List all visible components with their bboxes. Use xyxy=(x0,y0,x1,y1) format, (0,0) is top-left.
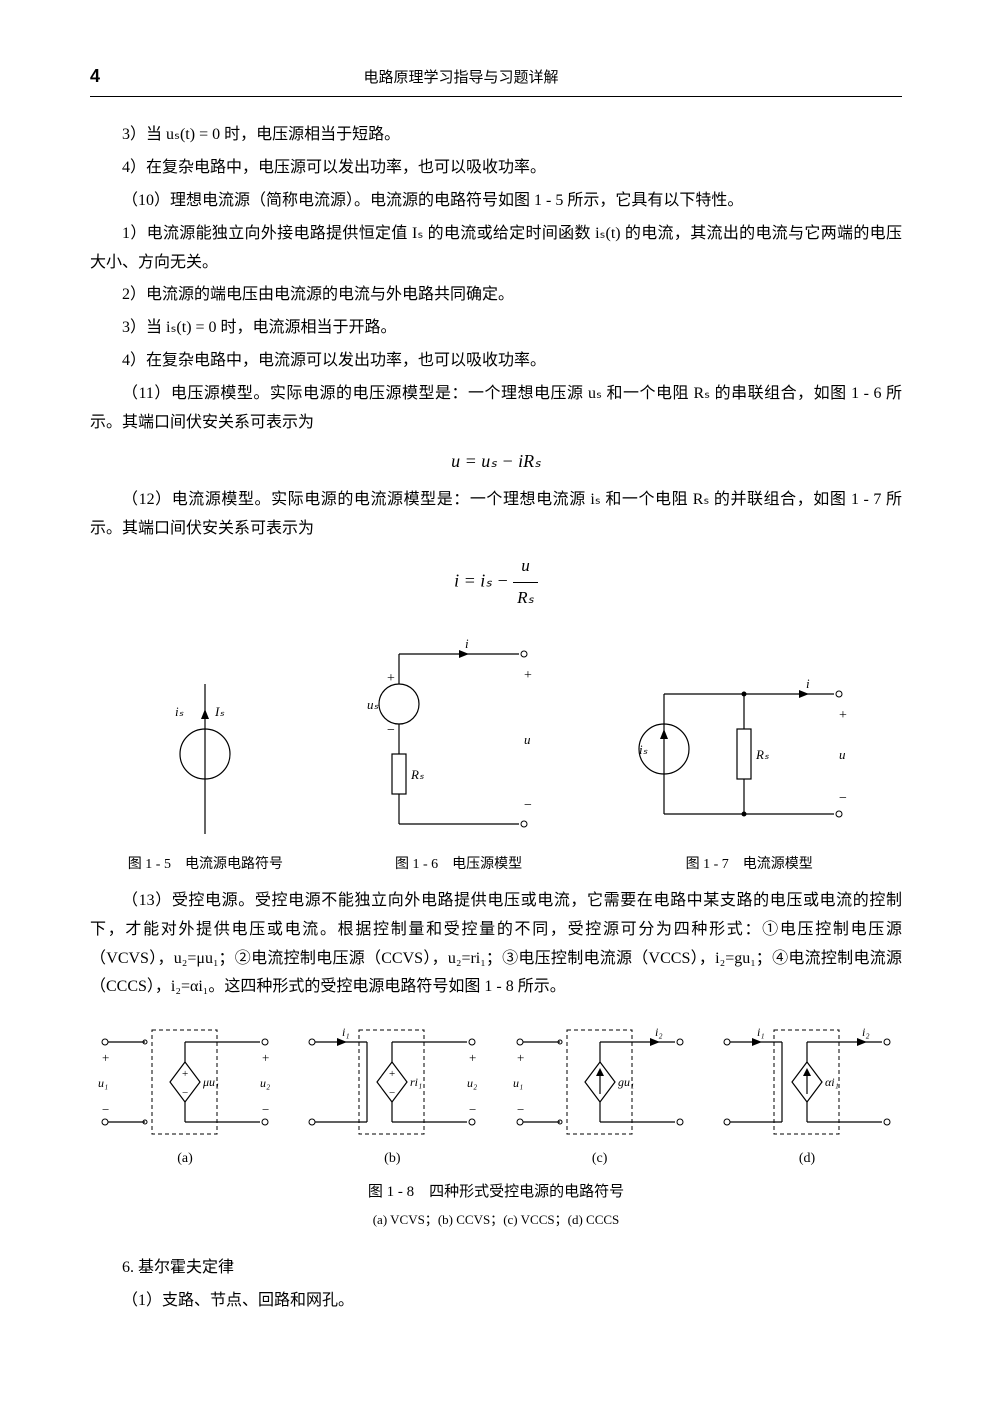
page-header: 4 电路原理学习指导与习题详解 xyxy=(90,60,902,97)
figure-1-8-c: + u₁ − gu₁ i₂ (c) xyxy=(505,1022,695,1171)
numerator: u xyxy=(513,551,538,583)
figure-1-8-a: + u₁ − + − μu₁ + u₂ − xyxy=(90,1022,280,1171)
cccs-icon: i₁ αi₁ i₂ xyxy=(712,1022,902,1142)
plus-sign: + xyxy=(524,668,532,683)
current-source-symbol-icon: iₛ Iₛ xyxy=(145,674,265,844)
vccs-icon: + u₁ − gu₁ i₂ xyxy=(505,1022,695,1142)
label-us: uₛ xyxy=(367,697,379,712)
figure-caption-sub: (a) VCVS；(b) CCVS；(c) VCCS；(d) CCCS xyxy=(90,1208,902,1231)
figure-caption: 图 1 - 7 电流源模型 xyxy=(634,852,864,877)
label-i: i xyxy=(465,636,469,651)
label-Is-cap: Iₛ xyxy=(214,704,224,719)
subfigure-label: (c) xyxy=(505,1146,695,1171)
label-Rs: Rₛ xyxy=(410,767,424,782)
figure-caption: 图 1 - 8 四种形式受控电源的电路符号 xyxy=(90,1179,902,1206)
eq2-lhs: i = iₛ − xyxy=(454,571,513,591)
label-i1: i₁ xyxy=(342,1025,350,1039)
paragraph: 2）电流源的端电压由电流源的电流与外电路共同确定。 xyxy=(90,281,902,310)
label-u2: u₂ xyxy=(260,1076,270,1090)
label-i2: i₂ xyxy=(655,1025,663,1039)
figure-1-6: i + − uₛ Rₛ + u − 图 1 - xyxy=(359,634,559,877)
paragraph: （1）支路、节点、回路和网孔。 xyxy=(90,1287,902,1316)
svg-text:+: + xyxy=(469,1050,476,1065)
subfigure-label: (b) xyxy=(297,1146,487,1171)
subfigure-label: (a) xyxy=(90,1146,280,1171)
label-src: αi₁ xyxy=(825,1075,839,1089)
svg-text:−: − xyxy=(389,1087,395,1099)
paragraph: （11）电压源模型。实际电源的电压源模型是：一个理想电压源 uₛ 和一个电阻 R… xyxy=(90,380,902,438)
paragraph: 6. 基尔霍夫定律 xyxy=(90,1254,902,1283)
minus-sign: − xyxy=(387,723,395,738)
figures-row-8: + u₁ − + − μu₁ + u₂ − xyxy=(90,1022,902,1171)
page-title: 电路原理学习指导与习题详解 xyxy=(364,65,559,92)
voltage-source-model-icon: i + − uₛ Rₛ + u − xyxy=(359,634,559,844)
label-is: iₛ xyxy=(639,742,648,757)
ccvs-icon: i₁ + − ri₁ + u₂ − xyxy=(297,1022,487,1142)
svg-text:+: + xyxy=(517,1050,524,1065)
label-i1: i₁ xyxy=(757,1025,765,1039)
label-u2: u₂ xyxy=(467,1076,477,1090)
svg-text:+: + xyxy=(262,1050,269,1065)
vcvs-icon: + u₁ − + − μu₁ + u₂ − xyxy=(90,1022,280,1142)
figure-caption: 图 1 - 5 电流源电路符号 xyxy=(128,852,283,877)
fraction: uRₛ xyxy=(513,551,538,614)
paragraph: 1）电流源能独立向外接电路提供恒定值 Iₛ 的电流或给定时间函数 iₛ(t) 的… xyxy=(90,220,902,278)
label-u1: u₁ xyxy=(513,1076,523,1090)
paragraph: 4）在复杂电路中，电流源可以发出功率，也可以吸收功率。 xyxy=(90,347,902,376)
svg-text:−: − xyxy=(182,1087,188,1099)
equation-1: u = uₛ − iRₛ xyxy=(90,445,902,477)
equation-2: i = iₛ − uRₛ xyxy=(90,551,902,614)
svg-text:−: − xyxy=(262,1102,269,1117)
label-i: i xyxy=(806,676,810,691)
label-u: u xyxy=(839,747,846,762)
paragraph: （10）理想电流源（简称电流源）。电流源的电路符号如图 1 - 5 所示，它具有… xyxy=(90,187,902,216)
label-src: μu₁ xyxy=(202,1075,219,1089)
figures-row-567: iₛ Iₛ 图 1 - 5 电流源电路符号 i + − uₛ xyxy=(90,634,902,877)
figure-1-7: i iₛ Rₛ + u − xyxy=(634,674,864,877)
svg-text:−: − xyxy=(517,1102,524,1117)
svg-text:+: + xyxy=(389,1068,395,1080)
figure-1-8-b: i₁ + − ri₁ + u₂ − (b) xyxy=(297,1022,487,1171)
figure-1-8-d: i₁ αi₁ i₂ (d) xyxy=(712,1022,902,1171)
paragraph: （13）受控电源。受控电源不能独立向外电路提供电压或电流，它需要在电路中某支路的… xyxy=(90,887,902,1002)
label-src: gu₁ xyxy=(618,1075,634,1089)
page-number: 4 xyxy=(90,60,100,92)
label-u1: u₁ xyxy=(98,1076,108,1090)
plus-sign: + xyxy=(839,708,847,723)
figure-caption: 图 1 - 6 电压源模型 xyxy=(359,852,559,877)
svg-text:−: − xyxy=(469,1102,476,1117)
figure-1-5: iₛ Iₛ 图 1 - 5 电流源电路符号 xyxy=(128,674,283,877)
plus-sign: + xyxy=(387,671,395,686)
minus-sign: − xyxy=(839,791,847,806)
minus-sign: − xyxy=(524,798,532,813)
paragraph: 4）在复杂电路中，电压源可以发出功率，也可以吸收功率。 xyxy=(90,154,902,183)
label-i2: i₂ xyxy=(862,1025,870,1039)
svg-text:+: + xyxy=(182,1068,188,1080)
svg-text:−: − xyxy=(102,1102,109,1117)
label-Rs: Rₛ xyxy=(755,747,769,762)
paragraph: （12）电流源模型。实际电源的电流源模型是：一个理想电流源 iₛ 和一个电阻 R… xyxy=(90,486,902,544)
svg-text:+: + xyxy=(102,1050,109,1065)
denominator: Rₛ xyxy=(513,583,538,614)
label-u: u xyxy=(524,732,531,747)
paragraph: 3）当 uₛ(t) = 0 时，电压源相当于短路。 xyxy=(90,121,902,150)
paragraph: 3）当 iₛ(t) = 0 时，电流源相当于开路。 xyxy=(90,314,902,343)
label-src: ri₁ xyxy=(410,1075,422,1089)
label-is: iₛ xyxy=(175,704,184,719)
current-source-model-icon: i iₛ Rₛ + u − xyxy=(634,674,864,844)
subfigure-label: (d) xyxy=(712,1146,902,1171)
